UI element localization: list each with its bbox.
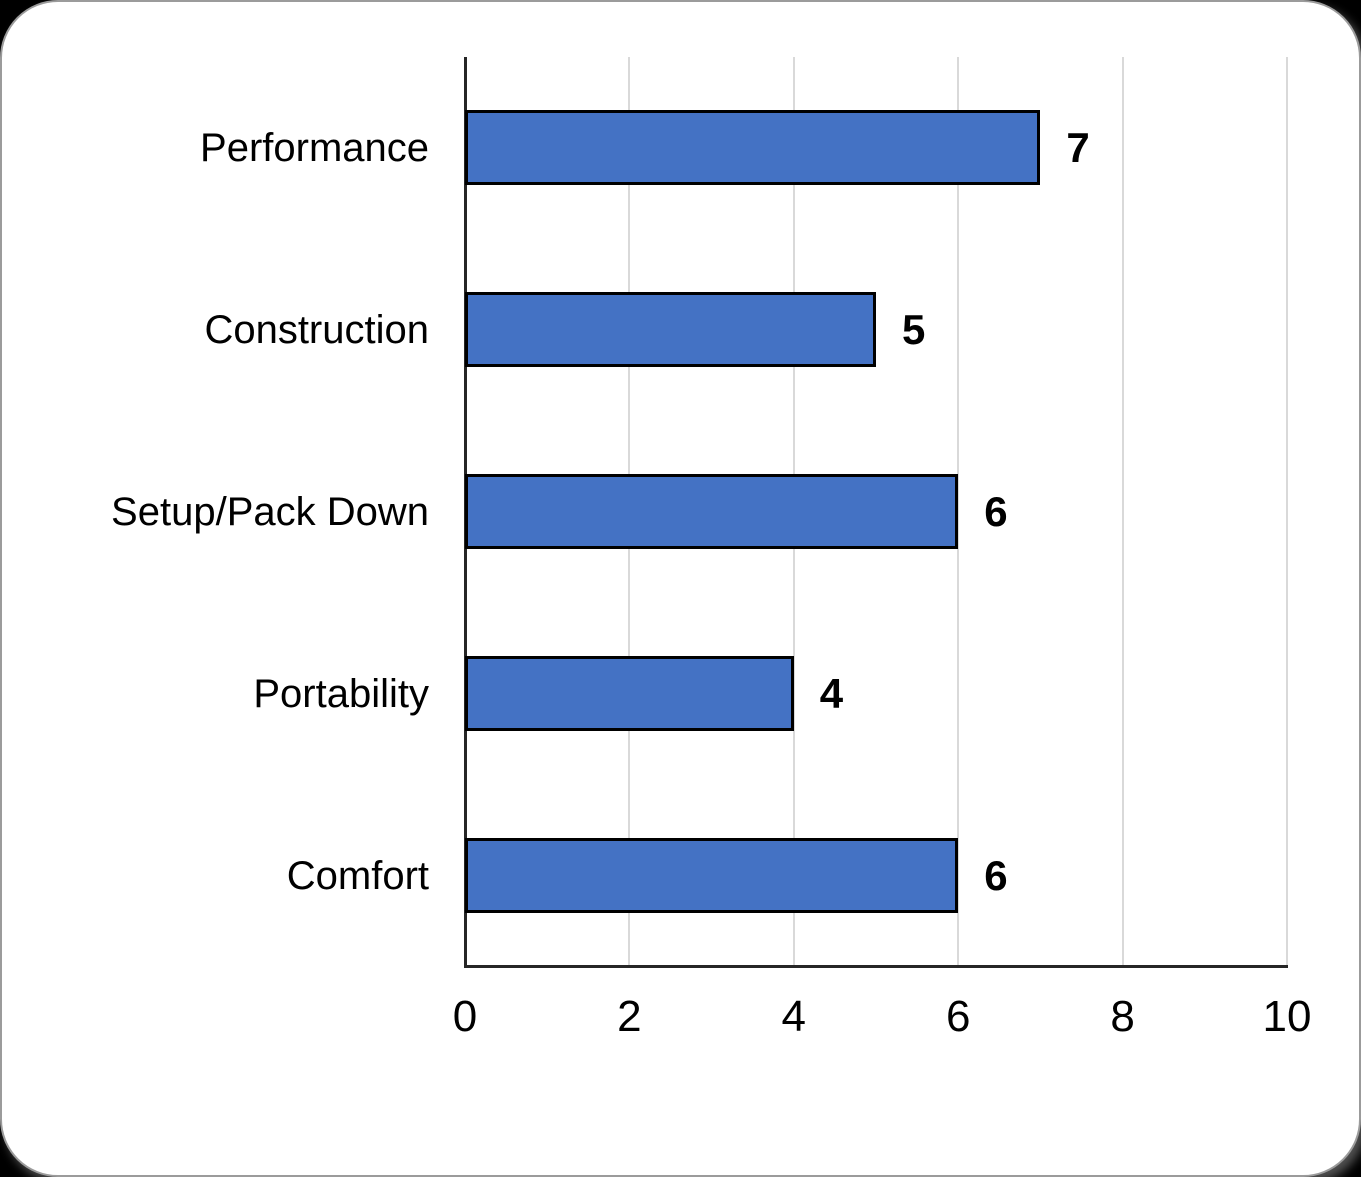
category-label: Portability <box>253 671 429 716</box>
bar-value-label: 7 <box>1066 123 1090 171</box>
category-label: Comfort <box>286 853 429 898</box>
gridline <box>957 57 960 967</box>
x-tick-label: 10 <box>1262 992 1312 1041</box>
category-label: Performance <box>200 125 429 170</box>
bar-band: 6 <box>465 421 1287 603</box>
x-tick-label: 0 <box>452 992 478 1041</box>
bar <box>465 474 959 549</box>
x-tick-label: 4 <box>781 992 807 1041</box>
bar-value-label: 4 <box>819 669 844 717</box>
x-axis-line <box>464 965 1288 968</box>
x-tick-label: 2 <box>617 992 642 1041</box>
bar <box>465 656 794 731</box>
bar-value-label: 5 <box>902 305 926 353</box>
gridline <box>1121 57 1124 967</box>
bar-band: 6 <box>465 785 1287 967</box>
bar <box>465 110 1041 185</box>
bar-band: 5 <box>465 239 1287 421</box>
gridline <box>1286 57 1288 967</box>
bar-value-label: 6 <box>984 487 1008 535</box>
x-axis-tick-labels: 0 2 4 6 8 10 <box>453 992 1312 1052</box>
bar-band: 7 <box>465 57 1287 239</box>
bar <box>465 292 876 367</box>
bar-band: 4 <box>465 603 1287 785</box>
category-label: Setup/Pack Down <box>111 489 429 534</box>
bar <box>465 838 959 913</box>
x-tick-label: 8 <box>1110 992 1135 1041</box>
category-label: Construction <box>204 307 429 352</box>
plot-area: 7 5 6 4 6 <box>464 57 1288 968</box>
x-tick-label: 6 <box>945 992 971 1041</box>
bar-value-label: 6 <box>984 851 1008 899</box>
category-axis: Performance Construction Setup/Pack Down Po… <box>2 57 429 967</box>
